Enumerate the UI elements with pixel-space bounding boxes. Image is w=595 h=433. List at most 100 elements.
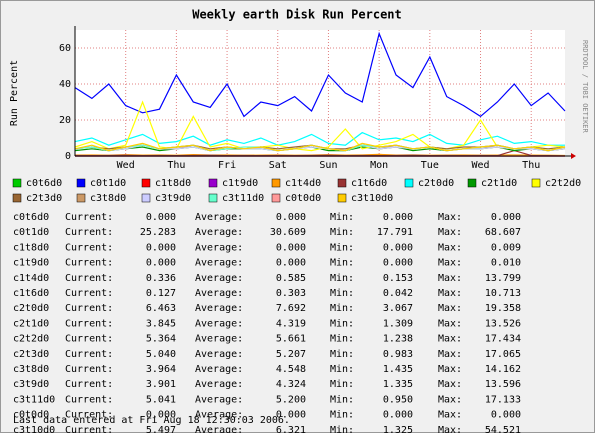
stats-value: 6.463 [146,303,176,314]
stats-name: c2t1d0 [13,318,49,329]
stats-value: 17.434 [485,334,521,345]
x-tick-label: Thu [522,160,540,171]
stats-value: 0.009 [491,242,521,253]
legend-label: c2t0d0 [418,178,454,189]
legend-swatch [12,178,22,188]
stats-label: Max: [438,273,462,284]
legend-label: c0t1d0 [90,178,126,189]
stats-label: Current: [65,318,113,329]
legend-label: c3t9d0 [155,193,191,204]
legend-label: c1t8d0 [155,178,191,189]
y-axis-label: Run Percent [9,60,20,126]
x-tick-label: Sun [319,160,337,171]
stats-value: 13.526 [485,318,521,329]
stats-value: 0.585 [276,273,306,284]
stats-value: 0.000 [491,410,521,421]
stats-value: 0.000 [383,410,413,421]
stats-label: Average: [195,227,243,238]
x-tick-label: Wed [117,160,135,171]
stats-value: 0.000 [383,258,413,269]
stats-label: Current: [65,349,113,360]
stats-value: 5.364 [146,334,176,345]
stats-label: Min: [330,303,354,314]
stats-value: 0.950 [383,394,413,405]
stats-value: 0.153 [383,273,413,284]
legend-swatch [76,193,86,203]
stats-label: Max: [438,258,462,269]
stats-label: Current: [65,288,113,299]
legend-label: c0t0d0 [285,193,321,204]
stats-label: Current: [65,242,113,253]
stats-label: Min: [330,318,354,329]
stats-value: 0.336 [146,273,176,284]
x-tick-label: Fri [218,160,236,171]
legend-swatch [141,178,151,188]
stats-label: Min: [330,364,354,375]
stats-value: 0.000 [146,242,176,253]
stats-value: 0.127 [146,288,176,299]
stats-name: c0t1d0 [13,227,49,238]
stats-label: Max: [438,318,462,329]
legend-label: c0t6d0 [26,178,62,189]
stats-label: Average: [195,394,243,405]
stats-value: 13.596 [485,379,521,390]
stats-value: 1.238 [383,334,413,345]
stats-value: 0.000 [276,212,306,223]
stats-label: Min: [330,212,354,223]
stats-label: Current: [65,394,113,405]
x-tick-label: Thu [167,160,185,171]
stats-label: Max: [438,364,462,375]
x-tick-label: Mon [370,160,388,171]
stats-value: 5.207 [276,349,306,360]
stats-name: c2t0d0 [13,303,49,314]
stats-label: Average: [195,410,243,421]
stats-label: Current: [65,334,113,345]
stats-name: c3t11d0 [13,394,55,405]
stats-name: c2t2d0 [13,334,49,345]
stats-value: 0.000 [276,410,306,421]
legend-swatch [531,178,541,188]
stats-label: Average: [195,258,243,269]
stats-value: 0.010 [491,258,521,269]
stats-value: 0.983 [383,349,413,360]
stats-value: 4.548 [276,364,306,375]
legend-label: c3t11d0 [222,193,264,204]
stats-label: Current: [65,227,113,238]
stats-value: 54.521 [485,425,521,433]
stats-label: Max: [438,379,462,390]
stats-name: c3t8d0 [13,364,49,375]
stats-value: 14.162 [485,364,521,375]
stats-value: 17.791 [377,227,413,238]
stats-name: c3t10d0 [13,425,55,433]
stats-value: 0.042 [383,288,413,299]
legend-label: c2t2d0 [545,178,581,189]
stats-value: 4.324 [276,379,306,390]
stats-name: c1t9d0 [13,258,49,269]
stats-label: Min: [330,334,354,345]
stats-name: c2t3d0 [13,349,49,360]
stats-value: 3.901 [146,379,176,390]
stats-label: Max: [438,212,462,223]
stats-value: 0.000 [276,242,306,253]
stats-label: Current: [65,273,113,284]
stats-label: Max: [438,425,462,433]
stats-label: Current: [65,425,113,433]
chart-title: Weekly earth Disk Run Percent [192,8,402,22]
y-tick-label: 20 [59,115,71,126]
stats-label: Max: [438,394,462,405]
stats-label: Max: [438,242,462,253]
x-tick-label: Wed [471,160,489,171]
stats-label: Max: [438,410,462,421]
stats-label: Average: [195,318,243,329]
series-line [74,100,566,152]
legend-label: c1t6d0 [351,178,387,189]
stats-label: Max: [438,303,462,314]
stats-value: 17.133 [485,394,521,405]
stats-label: Min: [330,349,354,360]
legend-label: c2t1d0 [481,178,517,189]
stats-label: Max: [438,227,462,238]
stats-value: 68.607 [485,227,521,238]
y-tick-label: 60 [59,43,71,54]
legend-swatch [271,178,281,188]
stats-name: c1t6d0 [13,288,49,299]
